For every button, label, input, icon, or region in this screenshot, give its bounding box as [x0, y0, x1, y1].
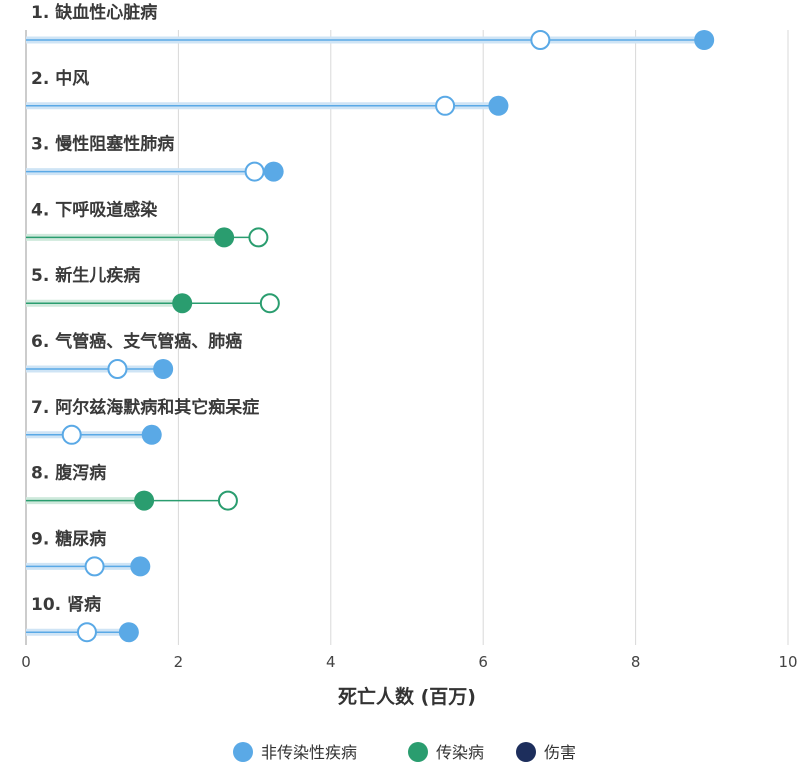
- open-marker: [435, 95, 456, 116]
- x-tick-label: 10: [778, 653, 797, 671]
- category-row: 3. 慢性阻塞性肺病: [26, 134, 284, 182]
- filled-marker: [141, 424, 162, 445]
- legend-item: 非传染性疾病: [233, 742, 357, 762]
- legend: 非传染性疾病 传染病 伤害: [233, 742, 576, 762]
- category-row: 10. 肾病: [26, 594, 139, 643]
- filled-marker: [488, 95, 509, 116]
- legend-label: 非传染性疾病: [261, 743, 357, 762]
- category-label: 1. 缺血性心脏病: [31, 2, 157, 23]
- category-row: 2. 中风: [26, 68, 509, 116]
- legend-label: 伤害: [544, 743, 576, 762]
- filled-marker: [118, 622, 139, 643]
- open-marker: [244, 161, 265, 182]
- filled-marker: [153, 359, 174, 379]
- category-label: 7. 阿尔兹海默病和其它痴呆症: [31, 397, 259, 418]
- category-row: 1. 缺血性心脏病: [26, 2, 715, 50]
- category-label: 5. 新生儿疾病: [31, 265, 140, 286]
- legend-swatch: [408, 742, 428, 762]
- open-marker: [248, 227, 269, 248]
- category-label: 4. 下呼吸道感染: [31, 199, 157, 220]
- x-tick-label: 0: [21, 653, 31, 671]
- category-label: 9. 糖尿病: [31, 528, 106, 549]
- filled-marker: [172, 293, 193, 314]
- open-marker: [107, 359, 128, 379]
- data-rows: 1. 缺血性心脏病 2. 中风 3. 慢性阻塞性肺病 4. 下呼吸道感染 5. 新生儿疾…: [26, 2, 715, 643]
- open-marker: [76, 622, 97, 643]
- category-row: 9. 糖尿病: [26, 528, 151, 577]
- category-row: 4. 下呼吸道感染: [26, 199, 269, 248]
- category-label: 2. 中风: [31, 68, 89, 89]
- open-marker: [217, 490, 238, 511]
- legend-swatch: [516, 742, 536, 762]
- category-row: 7. 阿尔兹海默病和其它痴呆症: [26, 397, 259, 445]
- legend-swatch: [233, 742, 253, 762]
- x-axis-title: 死亡人数 (百万): [338, 685, 476, 708]
- category-label: 3. 慢性阻塞性肺病: [31, 134, 174, 155]
- x-tick-label: 2: [174, 653, 184, 671]
- category-label: 8. 腹泻病: [31, 463, 106, 484]
- filled-marker: [134, 490, 155, 511]
- category-row: 8. 腹泻病: [26, 463, 238, 511]
- category-row: 6. 气管癌、支气管癌、肺癌: [26, 331, 242, 379]
- open-marker: [259, 293, 280, 314]
- x-tick-label: 4: [326, 653, 336, 671]
- category-label: 10. 肾病: [31, 594, 101, 615]
- open-marker: [84, 556, 105, 577]
- x-tick-label: 8: [631, 653, 641, 671]
- grid-lines: [25, 30, 789, 645]
- filled-marker: [130, 556, 151, 577]
- open-marker: [530, 30, 551, 50]
- category-row: 5. 新生儿疾病: [26, 265, 280, 314]
- filled-marker: [263, 161, 284, 182]
- x-tick-label: 6: [478, 653, 488, 671]
- x-axis: 0 2 4 6 8 10: [21, 653, 797, 671]
- category-label: 6. 气管癌、支气管癌、肺癌: [31, 331, 242, 352]
- open-marker: [61, 424, 82, 445]
- legend-item: 传染病: [408, 742, 484, 762]
- legend-label: 传染病: [436, 743, 484, 762]
- legend-item: 伤害: [516, 742, 576, 762]
- filled-marker: [694, 30, 715, 50]
- filled-marker: [214, 227, 235, 248]
